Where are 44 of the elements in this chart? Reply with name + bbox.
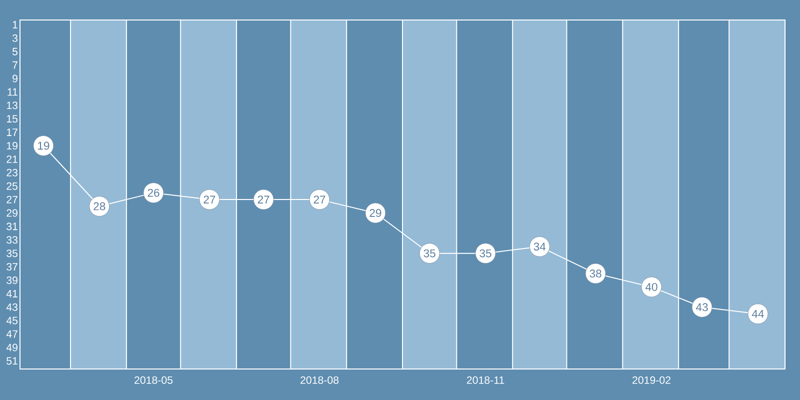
y-tick-label: 9: [12, 74, 18, 82]
y-tick-label: 17: [6, 128, 18, 136]
x-tick-label: 2018-11: [466, 376, 504, 384]
data-label: 26: [148, 188, 160, 197]
data-label: 43: [696, 303, 708, 312]
y-tick-label: 19: [6, 142, 18, 150]
y-tick-label: 21: [6, 155, 18, 163]
y-tick-label: 51: [6, 357, 18, 365]
y-tick-label: 7: [12, 61, 18, 69]
y-tick-label: 3: [12, 34, 18, 42]
y-tick-label: 5: [12, 48, 18, 56]
y-tick-label: 47: [6, 330, 18, 338]
data-label: 38: [590, 270, 602, 278]
y-tick-label: 41: [6, 290, 18, 298]
y-tick-label: 1: [12, 21, 18, 28]
y-tick-label: 11: [8, 88, 18, 96]
y-tick-label: 25: [6, 182, 18, 190]
data-label: 19: [38, 142, 50, 150]
y-tick-label: 37: [6, 263, 18, 271]
y-tick-label: 29: [6, 209, 18, 217]
y-tick-label: 49: [6, 344, 18, 352]
y-tick-label: 43: [6, 303, 18, 311]
x-tick-label: 2018-08: [300, 376, 339, 384]
data-label: 44: [752, 310, 764, 318]
x-tick-label: 2019-02: [632, 376, 670, 384]
y-tick-label: 13: [6, 102, 18, 110]
x-tick-label: 2018-05: [134, 376, 173, 384]
data-label: 34: [534, 242, 546, 251]
data-label: 35: [424, 249, 436, 258]
y-tick-label: 45: [6, 316, 18, 324]
data-label: 35: [480, 249, 492, 258]
y-tick-label: 39: [6, 276, 18, 284]
data-label: 28: [94, 202, 106, 210]
data-label: 27: [258, 196, 270, 204]
data-label: 29: [370, 209, 382, 217]
y-tick-label: 15: [6, 115, 18, 123]
y-tick-label: 35: [6, 250, 18, 258]
data-label: 27: [314, 196, 326, 204]
y-tick-label: 31: [6, 222, 18, 230]
data-label: 40: [645, 282, 658, 291]
y-tick-label: 33: [6, 236, 18, 244]
y-tick-label: 23: [6, 168, 18, 176]
y-tick-label: 27: [6, 196, 18, 204]
data-label: 27: [204, 196, 216, 204]
